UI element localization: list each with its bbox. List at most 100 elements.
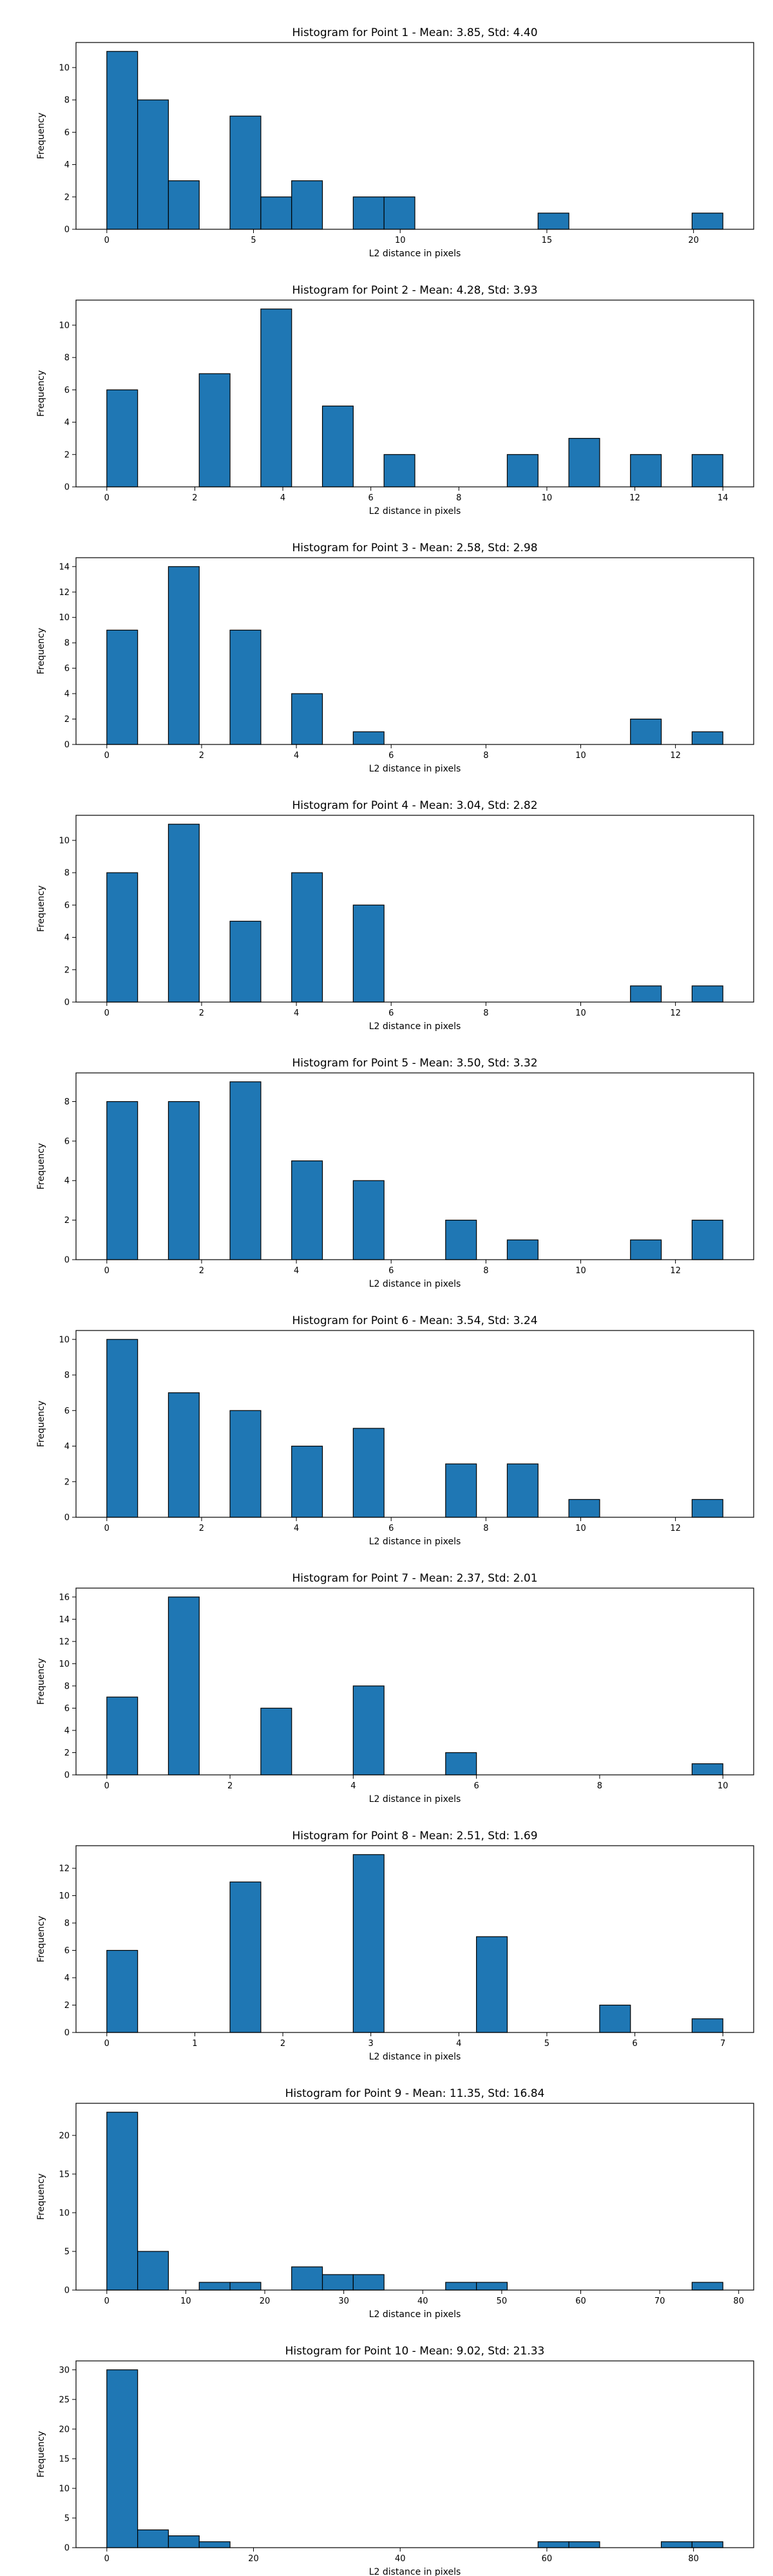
y-tick-label: 12	[59, 1637, 70, 1647]
histogram-bar	[691, 1763, 723, 1776]
histogram-bar	[691, 454, 723, 488]
y-tick-label: 8	[64, 96, 70, 106]
x-axis-label: L2 distance in pixels	[369, 506, 461, 516]
histogram-bar	[352, 731, 385, 745]
x-tick-label: 6	[388, 1009, 394, 1018]
histogram-bar	[291, 693, 323, 745]
chart-title: Histogram for Point 7 - Mean: 2.37, Std:…	[292, 1572, 537, 1585]
histogram-bar	[630, 718, 662, 745]
histogram-bar	[291, 180, 323, 230]
y-tick-label: 8	[64, 639, 70, 649]
histogram-bar	[229, 629, 262, 745]
histogram-bar	[445, 1220, 477, 1260]
y-axis-label: Frequency	[36, 1143, 46, 1189]
x-tick-label: 0	[104, 1524, 110, 1533]
y-tick-label: 8	[64, 1097, 70, 1107]
y-tick-label: 14	[59, 1615, 70, 1625]
histogram-bar	[106, 389, 138, 488]
x-tick-label: 60	[542, 2554, 553, 2564]
plot-frame	[75, 1587, 754, 1776]
y-tick-label: 5	[64, 2514, 70, 2523]
y-tick-label: 10	[59, 63, 70, 73]
y-tick-label: 8	[64, 1371, 70, 1381]
x-tick-label: 4	[280, 493, 285, 503]
y-tick-label: 10	[59, 2484, 70, 2494]
histogram-bar	[352, 196, 385, 230]
histogram-bar	[137, 99, 169, 230]
y-tick-label: 6	[64, 664, 70, 674]
x-tick-label: 6	[632, 2039, 637, 2049]
histogram-bar	[691, 2541, 723, 2548]
y-tick-label: 0	[64, 1513, 70, 1523]
x-tick-label: 8	[483, 1009, 488, 1018]
y-tick-label: 20	[59, 2131, 70, 2141]
y-axis-label: Frequency	[36, 1658, 46, 1705]
chart-title: Histogram for Point 5 - Mean: 3.50, Std:…	[292, 1057, 537, 1070]
plot-frame	[75, 1330, 754, 1518]
x-tick-label: 20	[688, 236, 699, 245]
x-tick-label: 40	[417, 2297, 428, 2306]
histogram-bar	[106, 2369, 138, 2548]
histogram-bar	[229, 1410, 262, 1518]
y-tick-label: 8	[64, 1919, 70, 1929]
histogram-panel-7: Histogram for Point 7 - Mean: 2.37, Std:…	[36, 1572, 754, 1804]
y-tick-label: 0	[64, 2286, 70, 2296]
histogram-bar	[106, 629, 138, 745]
plot-frame	[75, 2360, 754, 2548]
histogram-bar	[352, 904, 385, 1003]
histogram-bar	[691, 2282, 723, 2291]
y-tick-label: 0	[64, 741, 70, 750]
y-tick-label: 12	[59, 1864, 70, 1874]
histogram-bar	[291, 1160, 323, 1260]
y-tick-label: 2	[64, 1748, 70, 1758]
histogram-bar	[476, 2282, 508, 2291]
x-tick-label: 15	[542, 236, 553, 245]
plot-frame	[75, 815, 754, 1003]
histogram-bar	[106, 1101, 138, 1260]
x-tick-label: 5	[544, 2039, 549, 2049]
x-tick-label: 0	[104, 1266, 110, 1276]
y-tick-label: 6	[64, 1946, 70, 1956]
histogram-bar	[568, 1499, 600, 1518]
x-tick-label: 4	[294, 1266, 299, 1276]
histogram-panel-3: Histogram for Point 3 - Mean: 2.58, Std:…	[36, 542, 754, 774]
histogram-bar	[229, 1881, 262, 2033]
x-tick-label: 0	[104, 236, 110, 245]
x-tick-label: 0	[104, 2297, 110, 2306]
x-tick-label: 10	[575, 1266, 586, 1276]
x-axis-label: L2 distance in pixels	[369, 1279, 461, 1289]
x-tick-label: 12	[670, 751, 681, 761]
x-tick-label: 20	[260, 2297, 271, 2306]
y-tick-label: 0	[64, 483, 70, 493]
x-tick-label: 8	[597, 1781, 602, 1791]
x-tick-label: 7	[720, 2039, 725, 2049]
histogram-bar	[630, 1239, 662, 1260]
x-tick-label: 2	[227, 1781, 233, 1791]
y-tick-label: 10	[59, 2208, 70, 2218]
histogram-bar	[229, 2282, 262, 2291]
histogram-bar	[476, 1936, 508, 2033]
y-axis-label: Frequency	[36, 2431, 46, 2477]
histogram-bar	[568, 2541, 600, 2548]
histogram-bar	[321, 2274, 354, 2291]
y-tick-label: 2	[64, 450, 70, 460]
histogram-bar	[167, 2535, 200, 2548]
histogram-bar	[568, 438, 600, 488]
x-axis-label: L2 distance in pixels	[369, 1537, 461, 1547]
histogram-panel-5: Histogram for Point 5 - Mean: 3.50, Std:…	[36, 1057, 754, 1289]
x-tick-label: 0	[104, 2039, 110, 2049]
y-tick-label: 4	[64, 1442, 70, 1452]
y-axis-label: Frequency	[36, 1916, 46, 1962]
x-tick-label: 4	[350, 1781, 356, 1791]
histogram-bar	[167, 1101, 200, 1260]
y-axis-label: Frequency	[36, 886, 46, 932]
x-tick-label: 0	[104, 2554, 110, 2564]
histogram-bar	[352, 1428, 385, 1518]
histogram-bar	[383, 196, 415, 230]
y-tick-label: 25	[59, 2395, 70, 2405]
plot-frame	[75, 1072, 754, 1260]
x-tick-label: 12	[670, 1266, 681, 1276]
y-tick-label: 4	[64, 933, 70, 943]
histogram-bar	[352, 1685, 385, 1776]
histogram-bar	[630, 985, 662, 1003]
